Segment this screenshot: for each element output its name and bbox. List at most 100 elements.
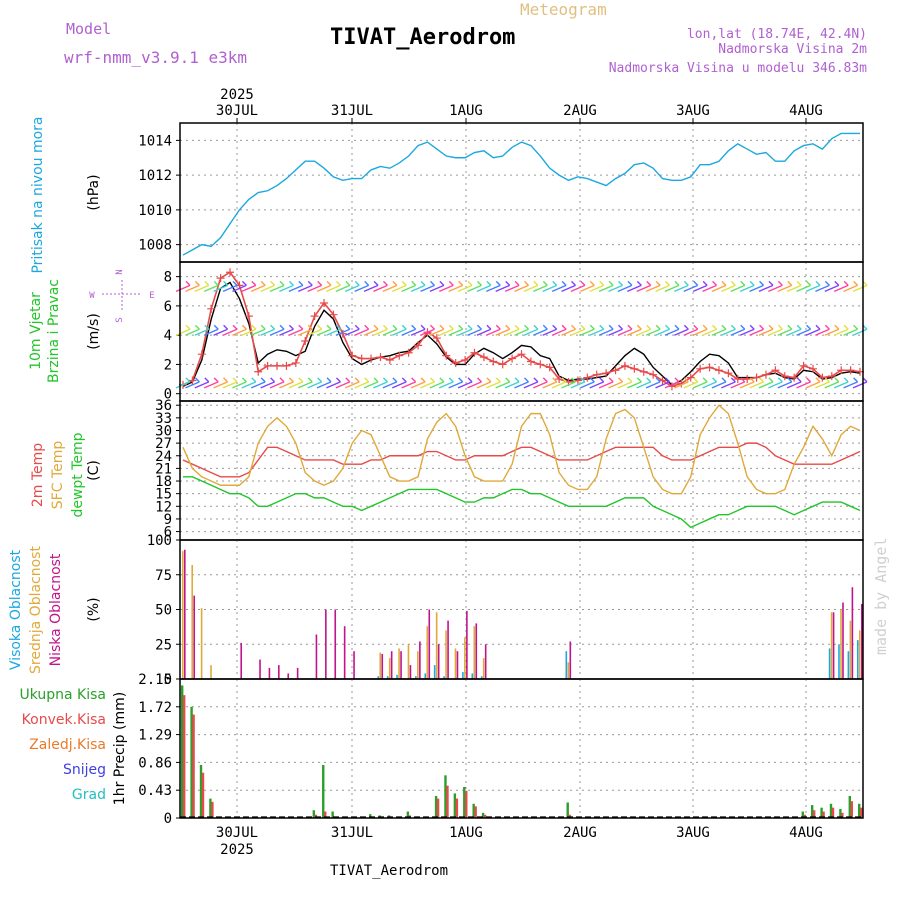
wind-barb <box>373 324 388 336</box>
ytick-label: 30 <box>155 423 172 439</box>
wind-barb <box>504 324 520 336</box>
day-label-top: 31JUL <box>331 103 373 119</box>
wind-barb <box>551 324 567 336</box>
cloud-bar <box>851 587 854 679</box>
precip-bar <box>201 772 205 818</box>
precip-bar <box>312 810 316 818</box>
cloud-bar <box>407 644 410 679</box>
series-line-0 <box>182 281 861 388</box>
ytick-label: 15 <box>155 487 172 503</box>
cloud-bar <box>379 652 382 679</box>
wind-barb <box>391 280 407 292</box>
gust-point <box>827 372 836 381</box>
wind-barb <box>269 280 285 292</box>
ytick-label: 8 <box>164 270 172 286</box>
cloud-bar <box>828 648 831 679</box>
gust-point <box>207 304 216 313</box>
cloud-bar <box>182 551 184 679</box>
precip-bar <box>324 811 327 818</box>
wind-barb <box>608 280 624 292</box>
precip-bar <box>803 814 806 818</box>
cloud-bar <box>315 634 318 679</box>
gust-point <box>790 373 799 382</box>
cloud-bar <box>567 662 570 679</box>
wind-barb <box>232 280 247 292</box>
day-label-bottom: 3AUG <box>676 825 710 841</box>
wind-barb <box>551 280 567 292</box>
wind-barb <box>486 377 501 389</box>
precip-bar <box>568 814 571 818</box>
wind-barb <box>815 280 830 292</box>
wind-barb <box>777 324 793 336</box>
wind-barb <box>448 324 464 336</box>
cloud-bar <box>482 658 485 679</box>
wind-barb <box>467 377 482 389</box>
wind-barb <box>768 280 783 292</box>
year-label-top: 2025 <box>220 87 254 103</box>
day-label-bottom: 4AUG <box>789 825 823 841</box>
series-line-0 <box>182 442 861 478</box>
day-label-top: 30JUL <box>216 103 258 119</box>
ytick-label: 0.86 <box>138 755 172 771</box>
gust-point <box>545 363 554 372</box>
cloud-bar <box>840 609 842 679</box>
wind-barb <box>598 324 614 336</box>
cloud-bar <box>343 626 346 679</box>
gust-point <box>404 348 413 357</box>
wind-barb <box>288 324 304 336</box>
gust-point <box>461 356 470 365</box>
cloud-bar <box>838 644 840 679</box>
cloud-bar <box>259 659 261 679</box>
side-label: Brzina i Pravac <box>46 279 62 383</box>
precip-bar <box>444 775 447 818</box>
wind-barb <box>580 324 595 336</box>
precip-bar <box>446 785 449 818</box>
time-axis: 30JUL 30JUL 31JUL 31JUL 1AUG 1AUG 2AUG 2AUG 3AUG… <box>216 87 823 858</box>
wind-barb <box>721 377 736 389</box>
wind-barb <box>185 324 200 336</box>
gust-point <box>573 376 582 385</box>
wind-barb <box>683 280 699 292</box>
wind-barb <box>655 324 671 336</box>
gust-point <box>837 366 846 375</box>
wind-barb <box>467 324 482 336</box>
year-label-bottom: 2025 <box>220 842 254 858</box>
y-axis-label: 1hr Precip (mm) <box>112 692 128 805</box>
gust-point <box>818 373 827 382</box>
wind-barb <box>297 280 313 292</box>
wind-barb <box>457 377 473 389</box>
model-name: wrf-nmm_v3.9.1 e3km <box>64 48 247 67</box>
cloud-bar <box>847 651 850 679</box>
side-label: Pritisak na nivou mora <box>30 116 46 273</box>
ytick-label: 1010 <box>138 203 172 219</box>
watermark: made by Angel <box>872 538 890 655</box>
precip-bar <box>183 695 186 818</box>
wind-barb <box>533 280 548 292</box>
wind-barb <box>194 324 210 336</box>
cloud-bar <box>462 672 464 679</box>
wind-barb <box>777 280 793 292</box>
precip-bar <box>322 764 325 818</box>
model-elevation-label: Nadmorska Visina u modelu 346.83m <box>609 61 867 76</box>
wind-barb <box>758 377 774 389</box>
cloud-bar <box>830 612 833 679</box>
wind-barb <box>730 324 746 336</box>
gust-point <box>696 364 705 373</box>
gust-point <box>611 366 620 375</box>
wind-barb <box>260 280 276 292</box>
wind-barb <box>335 280 351 292</box>
wind-barb <box>711 324 727 336</box>
gust-point <box>451 358 460 367</box>
wind-barb <box>739 324 755 336</box>
precip-bar <box>829 803 833 818</box>
precip-bar <box>481 812 485 818</box>
compass-w: W <box>89 291 95 301</box>
wind-barb <box>711 280 727 292</box>
wind-barb <box>824 280 840 292</box>
ytick-label: 0 <box>164 672 172 688</box>
cloud-bar <box>435 612 438 679</box>
precip-bar <box>434 796 438 818</box>
wind-barb <box>476 324 492 336</box>
precip-bar <box>841 812 844 818</box>
ytick-label: 1014 <box>138 133 172 149</box>
